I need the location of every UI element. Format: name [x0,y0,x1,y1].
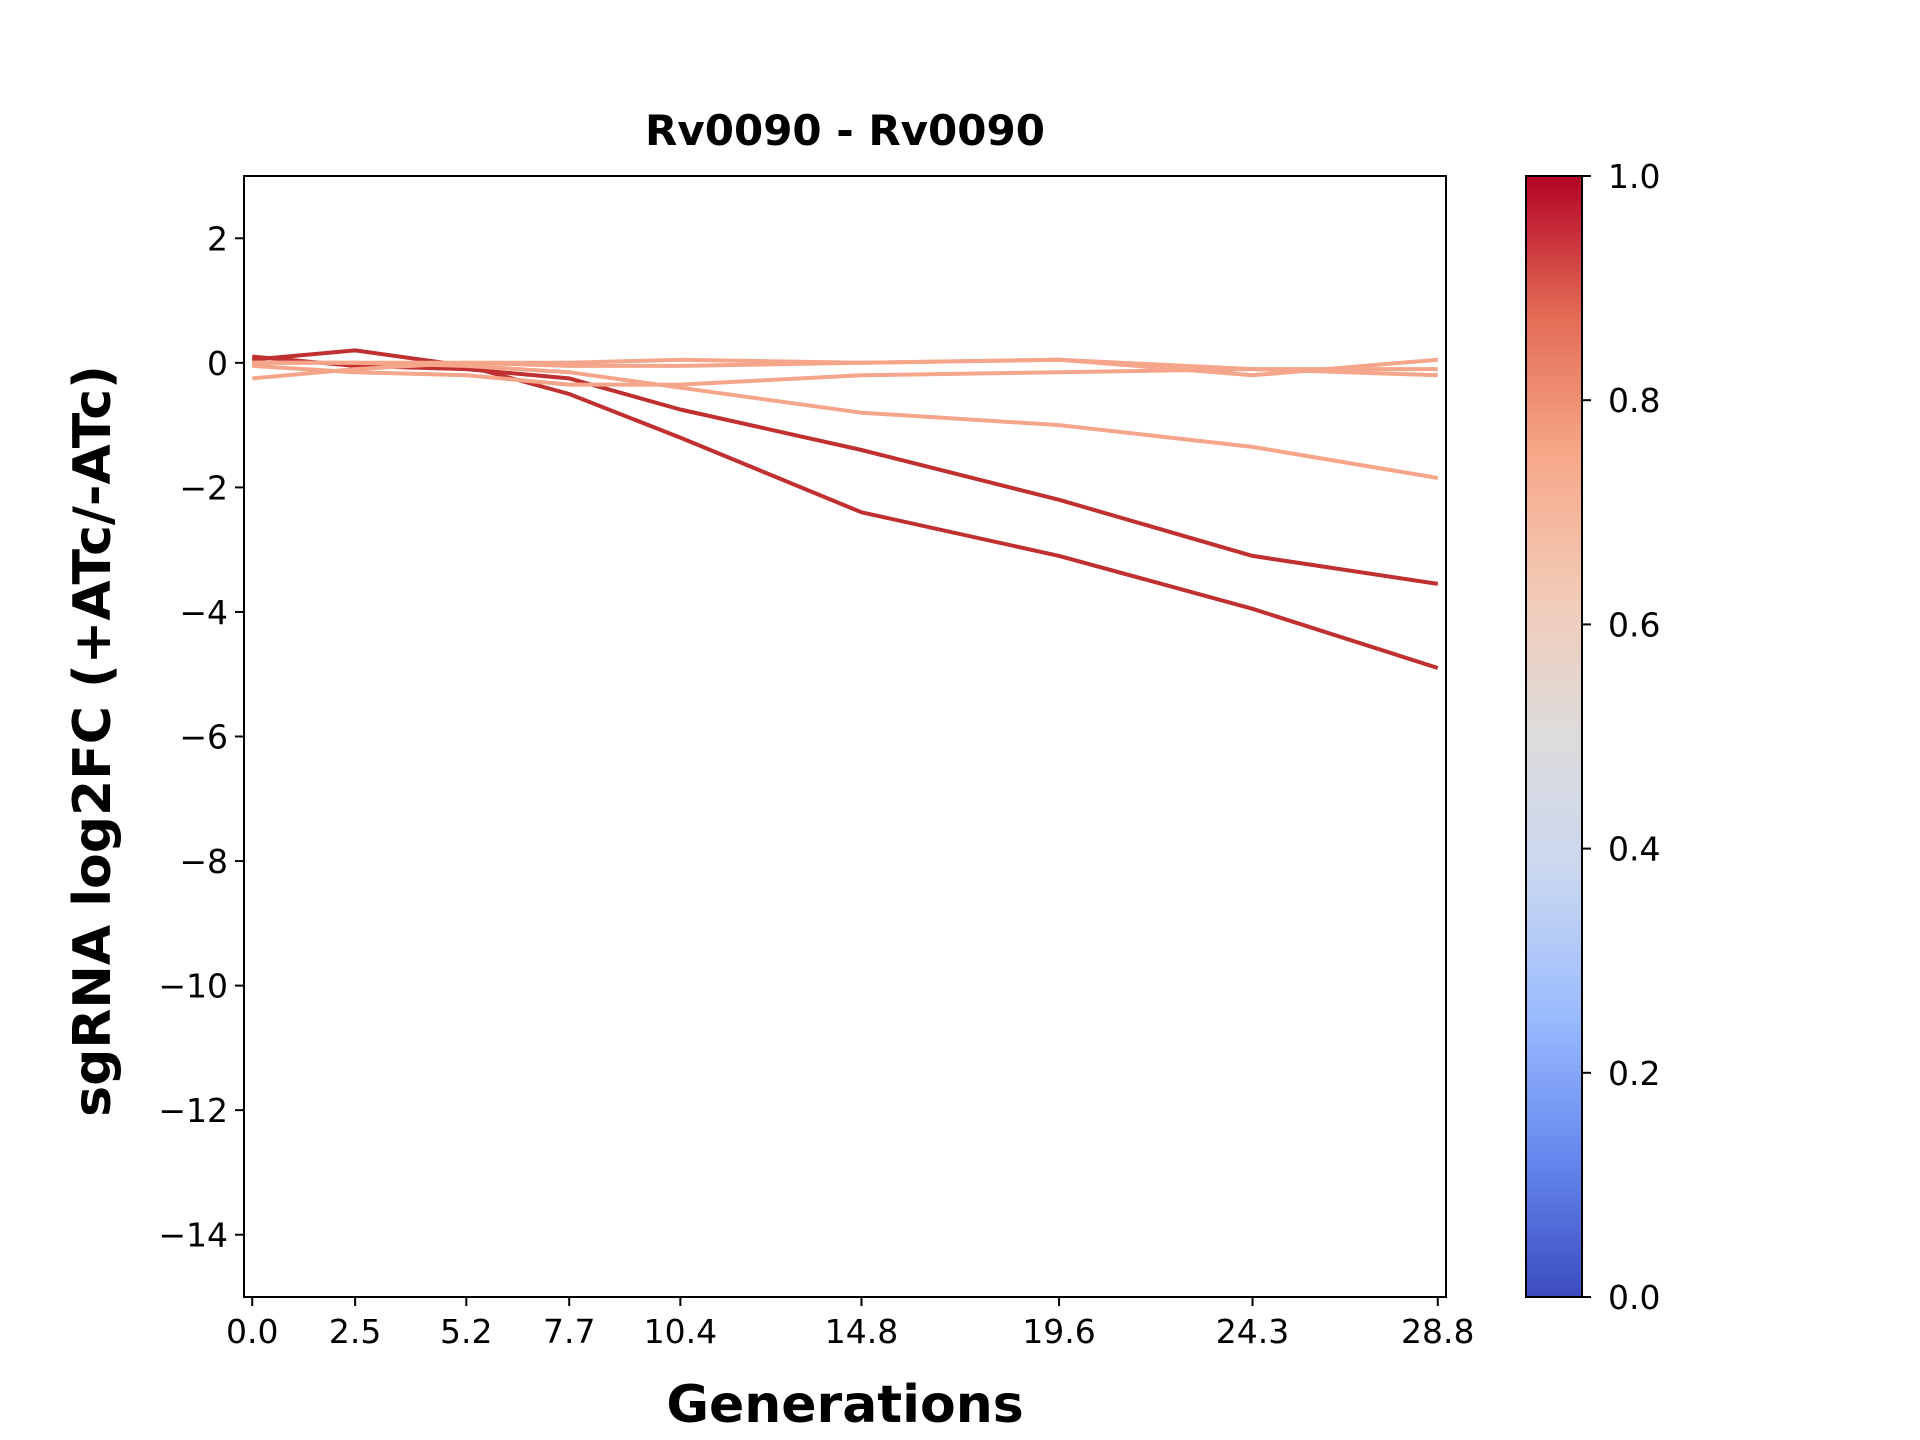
y-tick-label: −2 [179,468,228,507]
colorbar [1525,175,1583,1298]
x-tick-label: 24.3 [1216,1312,1289,1351]
x-axis-ticks: 0.0 2.5 5.2 7.7 10.4 14.8 19.6 24.3 28.8 [226,1297,1475,1351]
x-tick-label: 2.5 [329,1312,381,1351]
y-axis-title: sgRNA log2FC (+ATc/-ATc) [63,365,123,1117]
x-tick-label: 0.0 [226,1312,278,1351]
y-tick-label: −8 [179,842,228,881]
series-line-3 [252,360,1439,480]
x-tick-label: 10.4 [644,1312,717,1351]
y-tick-label: −10 [158,967,228,1006]
x-tick-label: 5.2 [440,1312,492,1351]
x-tick-label: 19.6 [1022,1312,1095,1351]
y-tick-label: −6 [179,718,228,757]
series-layer [252,348,1439,670]
colorbar-tick-label: 1.0 [1608,157,1660,196]
y-axis-ticks: 2 0 −2 −4 −6 −8 −10 −12 −14 [158,219,244,1255]
x-axis-title: Generations [666,1375,1023,1435]
y-tick-label: 2 [207,219,228,258]
colorbar-tick-label: 0.4 [1608,830,1660,869]
colorbar-tick-label: 0.0 [1608,1278,1660,1317]
chart-title: Rv0090 - Rv0090 [645,106,1045,155]
y-tick-label: −12 [158,1091,228,1130]
y-tick-label: −4 [179,593,228,632]
y-tick-label: −14 [158,1216,228,1255]
colorbar-tick-label: 0.6 [1608,605,1660,644]
x-tick-label: 7.7 [543,1312,595,1351]
y-tick-label: 0 [207,344,228,383]
x-tick-label: 14.8 [825,1312,898,1351]
series-line-4 [252,357,1438,381]
series-line-1 [252,348,1439,670]
colorbar-ticks: 0.0 0.2 0.4 0.6 0.8 1.0 [1582,157,1660,1317]
series-line-2 [252,354,1439,586]
colorbar-tick-label: 0.2 [1608,1054,1660,1093]
plot-frame [243,175,1447,1298]
colorbar-tick-label: 0.8 [1608,381,1660,420]
x-tick-label: 28.8 [1401,1312,1474,1351]
series-line-6 [252,357,1438,378]
